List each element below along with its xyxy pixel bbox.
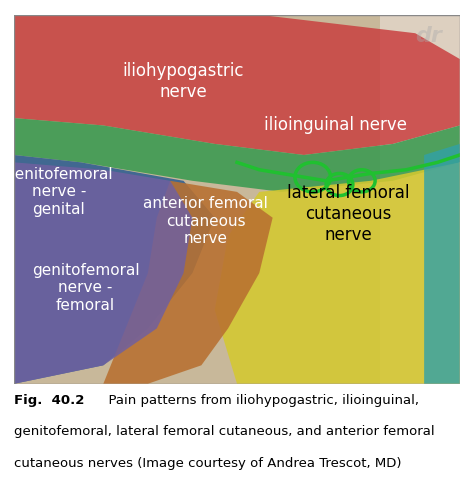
Polygon shape (14, 15, 460, 155)
Polygon shape (103, 181, 273, 384)
Polygon shape (424, 144, 460, 384)
Text: Pain patterns from iliohypogastric, ilioinguinal,: Pain patterns from iliohypogastric, ilio… (100, 394, 419, 406)
Text: cutaneous nerves (Image courtesy of Andrea Trescot, MD): cutaneous nerves (Image courtesy of Andr… (14, 457, 402, 469)
Polygon shape (14, 118, 460, 192)
Text: iliohypogastric
nerve: iliohypogastric nerve (123, 62, 244, 100)
Text: genitofemoral, lateral femoral cutaneous, and anterior femoral: genitofemoral, lateral femoral cutaneous… (14, 425, 435, 438)
Text: genitofemoral
nerve -
femoral: genitofemoral nerve - femoral (32, 263, 139, 313)
Polygon shape (215, 162, 460, 384)
Text: lateral femoral
cutaneous
nerve: lateral femoral cutaneous nerve (287, 184, 410, 244)
Polygon shape (14, 155, 215, 384)
Text: Fig.  40.2: Fig. 40.2 (14, 394, 84, 406)
Text: anterior femoral
cutaneous
nerve: anterior femoral cutaneous nerve (143, 196, 268, 246)
Polygon shape (14, 162, 192, 384)
Bar (380, 15, 460, 384)
Text: genitofemoral
nerve -
genital: genitofemoral nerve - genital (5, 167, 113, 217)
Text: dr: dr (415, 26, 442, 46)
Text: ilioinguinal nerve: ilioinguinal nerve (264, 117, 407, 134)
